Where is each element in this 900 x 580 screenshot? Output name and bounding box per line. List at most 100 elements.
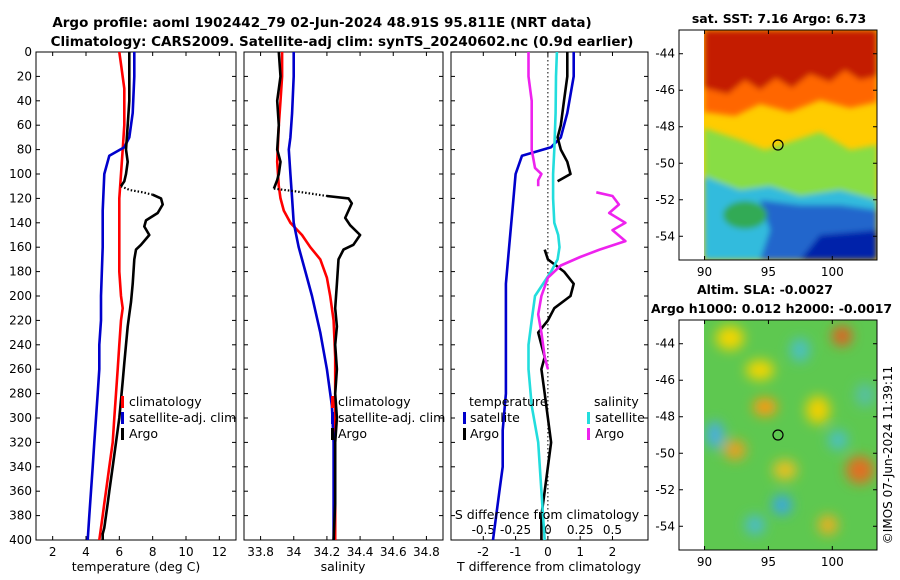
salinity-axes xyxy=(243,51,444,541)
x-tick-label: -2 xyxy=(477,545,489,559)
sla-anomaly xyxy=(716,326,744,350)
series-s-argo xyxy=(527,52,543,187)
sla-anomaly xyxy=(818,515,838,535)
map-y-tick-label: -52 xyxy=(655,483,675,497)
sst-map-title: sat. SST: 7.16 Argo: 6.73 xyxy=(692,11,866,26)
y-tick-label: 320 xyxy=(9,435,32,449)
map-y-tick-label: -44 xyxy=(655,47,675,61)
sst-map-frame: 90 95 100 -44 -46 -48 -50 -52 -54 xyxy=(655,29,878,279)
sla-map-frame: 90 95 100 -44 -46 -48 -50 -52 -54 xyxy=(655,319,878,569)
map-y-tick-label: -44 xyxy=(655,337,675,351)
temperature-xlabel: temperature (deg C) xyxy=(72,559,201,574)
map-x-tick-label: 90 xyxy=(697,265,712,279)
x-tick-label: 12 xyxy=(212,545,227,559)
sla-map-title-line-2: Argo h1000: 0.012 h2000: -0.0017 xyxy=(651,301,892,316)
legend-label: satellite xyxy=(595,410,645,425)
sla-anomaly xyxy=(724,440,746,460)
legend-swatch-t-argo xyxy=(463,428,466,440)
legend-swatch-t-satellite xyxy=(463,412,466,424)
map-x-tick-label: 95 xyxy=(761,265,776,279)
y-tick-label: 100 xyxy=(9,167,32,181)
y-tick-label: 260 xyxy=(9,362,32,376)
y-tick-label: 0 xyxy=(24,45,32,59)
map-y-tick-label: -46 xyxy=(655,83,675,97)
sla-anomaly xyxy=(745,515,765,535)
legend-swatch-argo xyxy=(331,428,334,440)
legend-label: satellite-adj. clim xyxy=(338,410,445,425)
legend-swatch-argo xyxy=(121,428,124,440)
legend-label: satellite-adj. clim xyxy=(129,410,236,425)
map-y-tick-label: -52 xyxy=(655,193,675,207)
sst-green-band xyxy=(704,128,877,200)
sla-anomaly xyxy=(773,460,797,480)
y-tick-label: 40 xyxy=(17,94,32,108)
series-s-argo-deep xyxy=(536,191,627,370)
legend-swatch-satellite xyxy=(121,412,124,424)
x-tick-label: 6 xyxy=(116,545,124,559)
difference-legend: temperature satellite Argo salinity sate… xyxy=(463,394,645,441)
sla-anomaly xyxy=(855,383,875,407)
difference-top-xlabel: S difference from climatology xyxy=(455,507,640,522)
legend-title-salinity: salinity xyxy=(594,394,639,409)
series-argo-gap xyxy=(273,187,328,198)
difference-xlabel: T difference from climatology xyxy=(456,559,642,574)
legend-label: Argo xyxy=(470,426,499,441)
salinity-legend: climatology satellite-adj. clim Argo xyxy=(331,394,445,441)
map-x-tick-label: 100 xyxy=(821,555,844,569)
series-t-satellite xyxy=(491,52,576,541)
difference-axes xyxy=(450,51,649,541)
title-line-1: Argo profile: aoml 1902442_79 02-Jun-202… xyxy=(52,15,591,31)
x-tick-label: 2 xyxy=(49,545,57,559)
map-y-tick-label: -48 xyxy=(655,410,675,424)
sla-anomaly xyxy=(790,338,810,362)
x-tick-label: 33.8 xyxy=(247,545,274,559)
x-tick-label: 34.2 xyxy=(314,545,341,559)
legend-swatch-climatology xyxy=(331,396,334,408)
y-tick-label: 360 xyxy=(9,484,32,498)
map-y-tick-label: -54 xyxy=(655,519,675,533)
x-tick-label: 34.4 xyxy=(347,545,374,559)
y-tick-label: 140 xyxy=(9,216,32,230)
temperature-axes xyxy=(35,51,237,541)
map-y-tick-label: -46 xyxy=(655,373,675,387)
series-satellite-adj-clim xyxy=(86,52,136,541)
y-tick-label: 120 xyxy=(9,191,32,205)
y-tick-label: 180 xyxy=(9,265,32,279)
y-tick-label: 280 xyxy=(9,387,32,401)
sla-base xyxy=(704,320,877,550)
title-line-2: Climatology: CARS2009. Satellite-adj cli… xyxy=(51,34,634,50)
sla-anomaly xyxy=(772,495,792,515)
sla-anomaly xyxy=(706,421,724,449)
legend-label: Argo xyxy=(338,426,367,441)
y-tick-label: 400 xyxy=(9,533,32,547)
y-tick-label: 160 xyxy=(9,240,32,254)
sst-argo-position xyxy=(772,139,784,151)
top-tick-label: -0.25 xyxy=(500,523,531,537)
sla-map-border xyxy=(678,319,878,551)
sla-anomaly xyxy=(746,360,774,380)
sst-orange-band xyxy=(704,70,877,116)
series-argo xyxy=(272,51,282,190)
sla-map-image xyxy=(704,320,877,550)
y-tick-label: 240 xyxy=(9,338,32,352)
map-x-tick-label: 90 xyxy=(697,555,712,569)
x-tick-label: 10 xyxy=(178,545,193,559)
x-tick-label: 4 xyxy=(82,545,90,559)
x-tick-label: 2 xyxy=(609,545,617,559)
sst-map-image xyxy=(704,30,877,260)
sla-anomaly xyxy=(753,398,777,416)
series-s-satellite xyxy=(527,51,561,541)
x-tick-label: 0 xyxy=(544,545,552,559)
y-tick-label: 380 xyxy=(9,509,32,523)
series-argo-deep xyxy=(326,194,362,541)
map-y-tick-label: -50 xyxy=(655,446,675,460)
legend-label: climatology xyxy=(129,394,202,409)
legend-title-temperature: temperature xyxy=(469,394,548,409)
series-argo-deep xyxy=(101,193,164,540)
legend-swatch-climatology xyxy=(121,396,124,408)
legend-label: climatology xyxy=(338,394,411,409)
map-x-tick-label: 100 xyxy=(821,265,844,279)
sla-anomaly xyxy=(846,456,874,484)
map-y-tick-label: -48 xyxy=(655,120,675,134)
series-climatology xyxy=(98,51,126,541)
